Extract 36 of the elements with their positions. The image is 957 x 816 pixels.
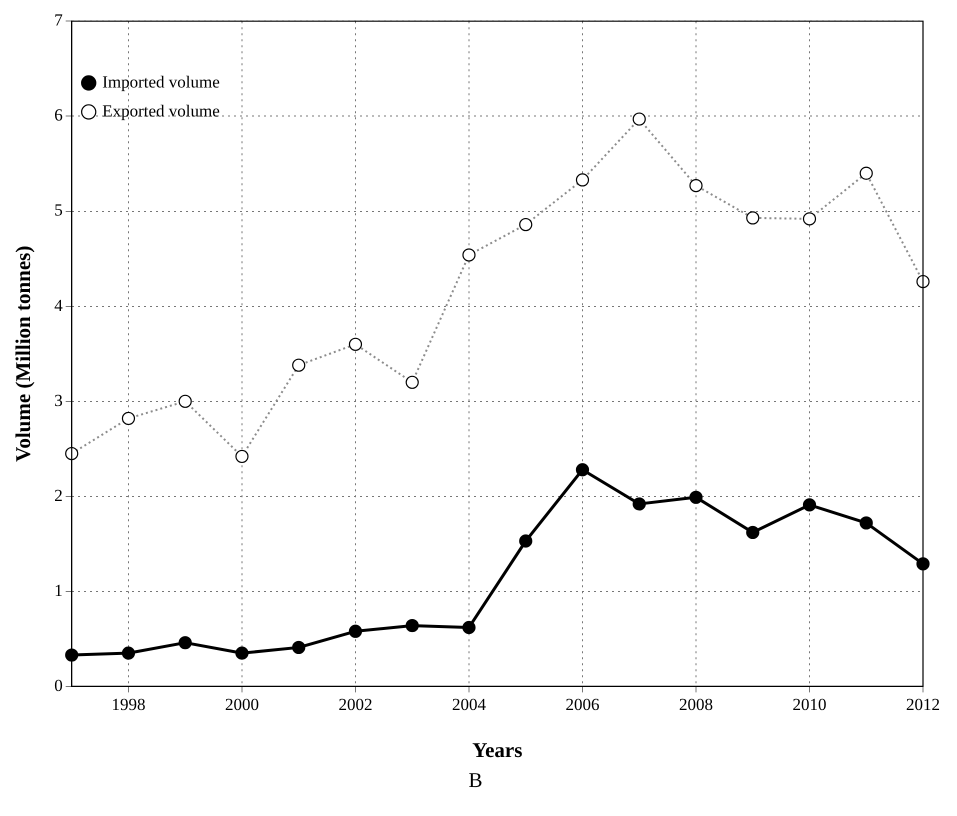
point <box>746 526 760 540</box>
point <box>406 618 419 632</box>
point <box>235 646 249 660</box>
point <box>348 624 362 638</box>
point <box>860 516 873 530</box>
y-tick-label: 2 <box>54 486 63 505</box>
y-tick-label: 3 <box>54 390 63 410</box>
y-axis-title: Volume (Million tonnes) <box>11 246 36 462</box>
legend-label: Exported volume <box>102 101 220 120</box>
y-tick-label: 4 <box>54 296 64 315</box>
legend-label: Imported volume <box>102 72 220 92</box>
point <box>178 636 192 650</box>
point <box>462 620 476 634</box>
x-tick-label: 2006 <box>565 695 600 714</box>
y-tick-label: 1 <box>54 580 63 600</box>
point <box>576 463 590 476</box>
x-axis-title: Years <box>472 738 522 762</box>
point <box>519 534 532 548</box>
x-tick-label: 2012 <box>906 695 940 714</box>
x-tick-label: 2008 <box>678 695 713 714</box>
point <box>802 498 816 512</box>
point <box>916 557 930 570</box>
point <box>689 490 703 504</box>
x-tick-label: 2002 <box>338 695 372 714</box>
x-tick-label: 1998 <box>111 695 146 714</box>
x-tick-label: 2010 <box>792 695 826 714</box>
point <box>292 640 306 654</box>
y-tick-label: 0 <box>54 676 63 695</box>
point <box>122 646 136 660</box>
x-tick-label: 2000 <box>224 695 259 714</box>
point <box>632 497 646 511</box>
y-tick-label: 7 <box>54 10 64 30</box>
y-tick-label: 5 <box>54 200 63 220</box>
text: B <box>467 768 484 793</box>
x-tick-label: 2004 <box>452 695 486 714</box>
y-tick-label: 6 <box>54 106 63 125</box>
